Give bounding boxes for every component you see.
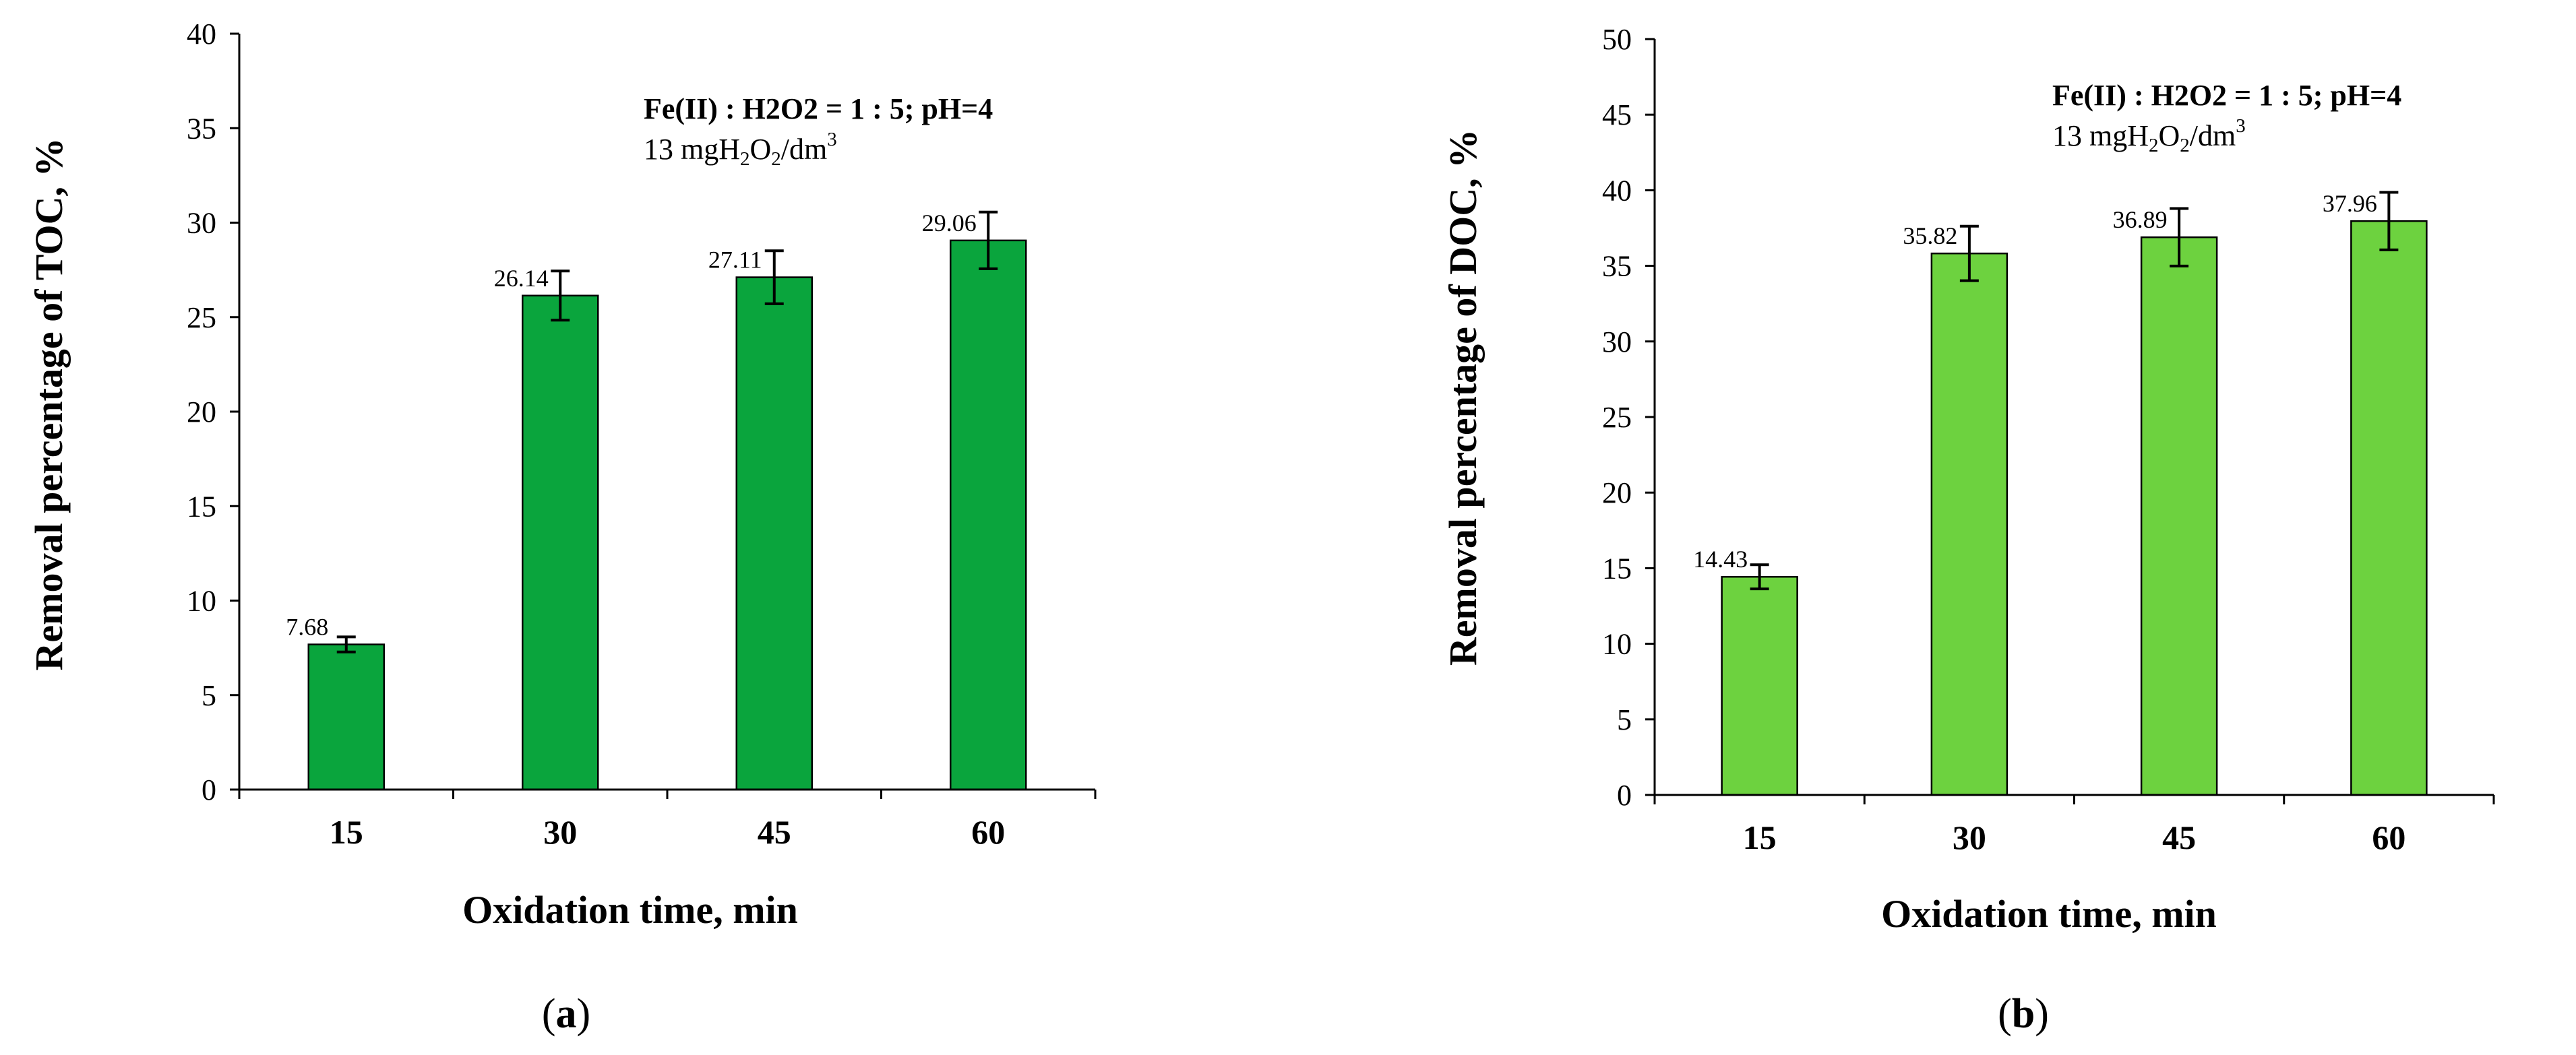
- y-ticks-a: [230, 32, 1097, 799]
- x-axis-title-b: Oxidation time, min: [1881, 892, 2217, 936]
- x-tick-labels-a: 15 30 45 60: [330, 813, 1006, 851]
- y-tick-label-b: 10: [1602, 628, 1632, 661]
- x-tick-label-a: 30: [543, 813, 577, 851]
- y-tick-label-b: 30: [1602, 325, 1632, 358]
- bar-a-60: [950, 239, 1027, 791]
- error-bars-b: [1750, 191, 2399, 591]
- x-tick-labels-b: 15 30 45 60: [1743, 819, 2406, 856]
- annotation-line2-b-part1: 13 mgH: [2052, 119, 2149, 152]
- chart-panel-a: 0 5 10 15 20 25 30 35 40 7.68 26.14 27.11 29.06 15 3…: [27, 18, 1097, 1037]
- bar-b-30: [1930, 252, 2008, 796]
- panel-label-a-letter: a: [556, 991, 577, 1037]
- y-tick-labels-b: 0 5 10 15 20 25 30 35 40 45 50: [1602, 23, 1632, 812]
- bar-b-45: [2140, 236, 2218, 796]
- data-labels-b: 14.43 35.82 36.89 37.96: [1693, 190, 2377, 573]
- data-labels-a: 7.68 26.14 27.11 29.06: [286, 210, 977, 641]
- x-tick-label-b: 30: [1953, 819, 1986, 856]
- data-label-b: 14.43: [1693, 546, 1748, 573]
- annotation-line2-a-part2: O: [750, 133, 772, 166]
- panel-label-a: (a): [542, 991, 590, 1037]
- error-bars-a: [336, 210, 998, 653]
- bar-a-15: [307, 643, 385, 791]
- annotation-line2-b: 13 mgH2O2/dm3: [2052, 115, 2246, 156]
- y-tick-label-a: 5: [202, 679, 216, 712]
- y-tick-label-a: 20: [187, 395, 216, 428]
- y-tick-label-b: 40: [1602, 174, 1632, 207]
- panel-label-b: (b): [1998, 991, 2049, 1037]
- y-tick-label-b: 50: [1602, 23, 1632, 56]
- bar-b-60: [2350, 220, 2428, 796]
- data-label-b: 37.96: [2323, 190, 2377, 217]
- data-label-b: 36.89: [2113, 206, 2168, 233]
- data-label-b: 35.82: [1903, 222, 1957, 249]
- y-tick-label-a: 15: [187, 490, 216, 523]
- x-tick-label-a: 15: [330, 813, 363, 851]
- panel-label-b-letter: b: [2012, 991, 2035, 1037]
- chart-panel-b: 0 5 10 15 20 25 30 35 40 45 50 14.43 35.82 36.89 37.9…: [1441, 23, 2495, 1037]
- y-tick-label-a: 10: [187, 585, 216, 618]
- annotation-line2-b-sup: 3: [2236, 115, 2246, 137]
- data-label-a: 29.06: [922, 210, 977, 236]
- y-tick-label-b: 20: [1602, 476, 1632, 509]
- bar-a-45: [735, 276, 813, 791]
- bar-b-15: [1721, 575, 1798, 796]
- y-tick-label-b: 25: [1602, 401, 1632, 434]
- annotation-line2-a-sub1: 2: [740, 148, 750, 170]
- annotation-line2-b-sub2: 2: [2180, 135, 2190, 156]
- y-tick-labels-a: 0 5 10 15 20 25 30 35 40: [187, 18, 216, 806]
- x-tick-label-a: 45: [758, 813, 791, 851]
- annotation-line2-a-part3: /dm: [781, 133, 827, 166]
- y-tick-label-a: 35: [187, 112, 216, 145]
- annotation-line2-b-sub1: 2: [2149, 135, 2159, 156]
- y-axis-title-a: Removal percentage of TOC, %: [27, 138, 71, 671]
- annotation-line2-a-part1: 13 mgH: [644, 133, 740, 166]
- bars-b: [1721, 220, 2428, 796]
- bars-a: [307, 239, 1027, 791]
- y-ticks-b: [1645, 38, 2495, 804]
- x-tick-label-b: 45: [2162, 819, 2196, 856]
- y-tick-label-a: 0: [202, 773, 216, 806]
- y-tick-label-b: 15: [1602, 552, 1632, 585]
- x-tick-label-b: 60: [2372, 819, 2405, 856]
- y-tick-label-b: 35: [1602, 250, 1632, 283]
- y-axis-title-b: Removal percentage of DOC, %: [1441, 129, 1485, 666]
- annotation-line2-a-sub2: 2: [771, 148, 781, 170]
- x-axis-title-a: Oxidation time, min: [462, 888, 798, 932]
- y-tick-label-a: 25: [187, 301, 216, 334]
- y-tick-label-a: 30: [187, 207, 216, 240]
- annotation-line1-b: Fe(II) : H2O2 = 1 : 5; pH=4: [2052, 79, 2401, 112]
- data-label-a: 26.14: [494, 265, 549, 292]
- y-tick-label-b: 45: [1602, 98, 1632, 131]
- x-tick-label-b: 15: [1743, 819, 1777, 856]
- annotation-line2-a: 13 mgH2O2/dm3: [644, 129, 837, 170]
- data-label-a: 7.68: [286, 614, 328, 641]
- x-tick-label-a: 60: [971, 813, 1005, 851]
- y-tick-label-b: 0: [1617, 779, 1632, 812]
- bar-a-30: [522, 294, 599, 791]
- y-tick-label-b: 5: [1617, 703, 1632, 736]
- annotation-line2-a-sup: 3: [827, 129, 837, 150]
- data-label-a: 27.11: [708, 247, 762, 274]
- y-tick-label-a: 40: [187, 18, 216, 51]
- annotation-line1-a: Fe(II) : H2O2 = 1 : 5; pH=4: [644, 92, 993, 125]
- annotation-line2-b-part2: O: [2159, 119, 2180, 152]
- annotation-line2-b-part3: /dm: [2190, 119, 2236, 152]
